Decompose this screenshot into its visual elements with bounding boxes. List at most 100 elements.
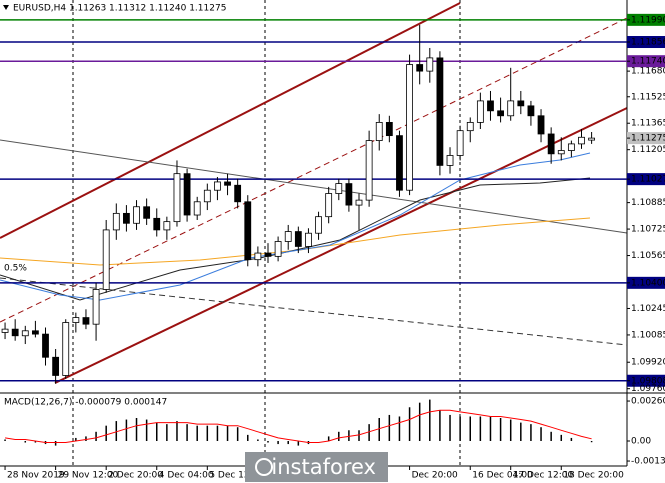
- candle-body: [72, 317, 80, 323]
- candle-body: [173, 173, 181, 223]
- candle-body: [234, 184, 242, 203]
- y-tick-label: 1.11205: [631, 145, 665, 155]
- y-tick-label: 1.10085: [631, 330, 665, 340]
- x-tick-label: 4 Dec 04:00: [159, 471, 214, 481]
- candle-body: [365, 140, 373, 201]
- macd-signal: [5, 409, 592, 443]
- y-tick-label: 1.10725: [631, 225, 665, 235]
- candle-body: [193, 201, 201, 216]
- candle-body: [345, 183, 353, 206]
- candle-body: [153, 217, 161, 231]
- candle-body: [42, 333, 49, 358]
- candle-body: [183, 173, 191, 216]
- candle-body: [547, 133, 555, 155]
- x-tick-label: 28 Nov 2019: [7, 471, 65, 481]
- y-tick-label: 1.09808: [631, 376, 665, 386]
- candle-body: [254, 252, 262, 261]
- macd-y-tick-label: -0.001306: [631, 457, 665, 467]
- symbol-icon: [3, 5, 9, 10]
- candle-body: [123, 212, 130, 224]
- candle-body: [112, 212, 120, 231]
- y-tick-label: 1.11856: [631, 38, 665, 48]
- candle-body: [456, 130, 464, 156]
- candle-body: [426, 57, 434, 72]
- candle-body: [133, 206, 140, 224]
- candle-body: [436, 57, 444, 166]
- candle-body: [567, 143, 575, 151]
- x-tick-label: 18 Dec 20:00: [563, 471, 624, 481]
- macd-y-tick-label: 0.002606: [631, 397, 665, 407]
- x-tick-label: 5 Dec 12:00: [209, 471, 264, 481]
- x-tick-label: Dec 20:00: [412, 471, 458, 481]
- candle-body: [294, 231, 302, 247]
- price-label-bg: [627, 132, 665, 145]
- candle-body: [476, 100, 484, 123]
- candle-body: [203, 189, 211, 203]
- candle-body: [305, 232, 312, 247]
- y-tick-label: 1.10245: [631, 304, 665, 314]
- candle-body: [102, 229, 110, 290]
- candle-body: [557, 150, 565, 155]
- price-label-bg: [627, 13, 665, 26]
- x-tick-label: 29 Nov 12:00: [58, 471, 119, 481]
- y-tick-label: 1.11680: [631, 67, 665, 77]
- x-tick-label: 17 Dec 12:00: [513, 471, 574, 481]
- price-label-bg: [627, 374, 665, 387]
- y-tick-label: 1.10885: [631, 198, 665, 208]
- candle-body: [416, 64, 424, 72]
- candle-body: [62, 322, 70, 376]
- channel-middle: [0, 17, 628, 323]
- candle-body: [588, 137, 596, 141]
- candle-body: [578, 136, 585, 145]
- candle-body: [143, 206, 151, 219]
- price-label-bg: [627, 36, 665, 49]
- candle-body: [52, 356, 60, 376]
- candle-body: [507, 100, 515, 117]
- candle-body: [315, 216, 322, 234]
- watermark: instaforex: [245, 452, 388, 482]
- candle-body: [284, 231, 292, 242]
- y-tick-label: 1.11027: [631, 175, 665, 185]
- y-tick-label: 1.09760: [631, 384, 665, 394]
- annotation: 0.5%: [4, 264, 27, 274]
- price-label-bg: [627, 55, 665, 68]
- candle-body: [264, 252, 272, 257]
- macd-title: MACD(12,26,7) -0.000079 0.000147: [4, 398, 167, 408]
- y-tick-label: 1.11990: [631, 15, 665, 25]
- candle-body: [325, 193, 333, 218]
- candle-body: [487, 100, 494, 112]
- candle-body: [497, 110, 504, 117]
- candle-body: [375, 121, 383, 141]
- candle-body: [1, 328, 9, 333]
- candle-body: [82, 317, 90, 325]
- chart-title: EURUSD,H4 1.11263 1.11312 1.11240 1.1127…: [13, 4, 226, 14]
- channel-lower: [54, 107, 628, 384]
- candle-body: [163, 221, 171, 231]
- candle-body: [274, 241, 282, 257]
- price-label-bg: [627, 173, 665, 186]
- candle-body: [527, 105, 535, 117]
- trendline: [0, 139, 628, 234]
- candle-body: [31, 330, 39, 335]
- candle-body: [355, 199, 363, 206]
- candle-body: [446, 155, 454, 166]
- y-tick-label: 1.11740: [631, 57, 665, 67]
- candle-body: [385, 121, 393, 137]
- candle-body: [11, 328, 19, 337]
- x-tick-label: 16 Dec 04:00: [472, 471, 533, 481]
- y-tick-label: 1.09920: [631, 358, 665, 368]
- candle-body: [244, 201, 252, 261]
- y-tick-label: 1.10565: [631, 251, 665, 261]
- candle-body: [92, 289, 100, 325]
- macd-y-tick-label: 0.00: [631, 437, 651, 447]
- x-tick-label: 2 Dec 20:00: [108, 471, 163, 481]
- candle-body: [537, 115, 545, 135]
- candle-body: [406, 64, 413, 191]
- y-tick-label: 1.11525: [631, 92, 665, 102]
- candle-body: [224, 181, 231, 186]
- watermark-icon: [255, 458, 273, 476]
- candle-body: [214, 181, 221, 191]
- price-label-bg: [627, 276, 665, 289]
